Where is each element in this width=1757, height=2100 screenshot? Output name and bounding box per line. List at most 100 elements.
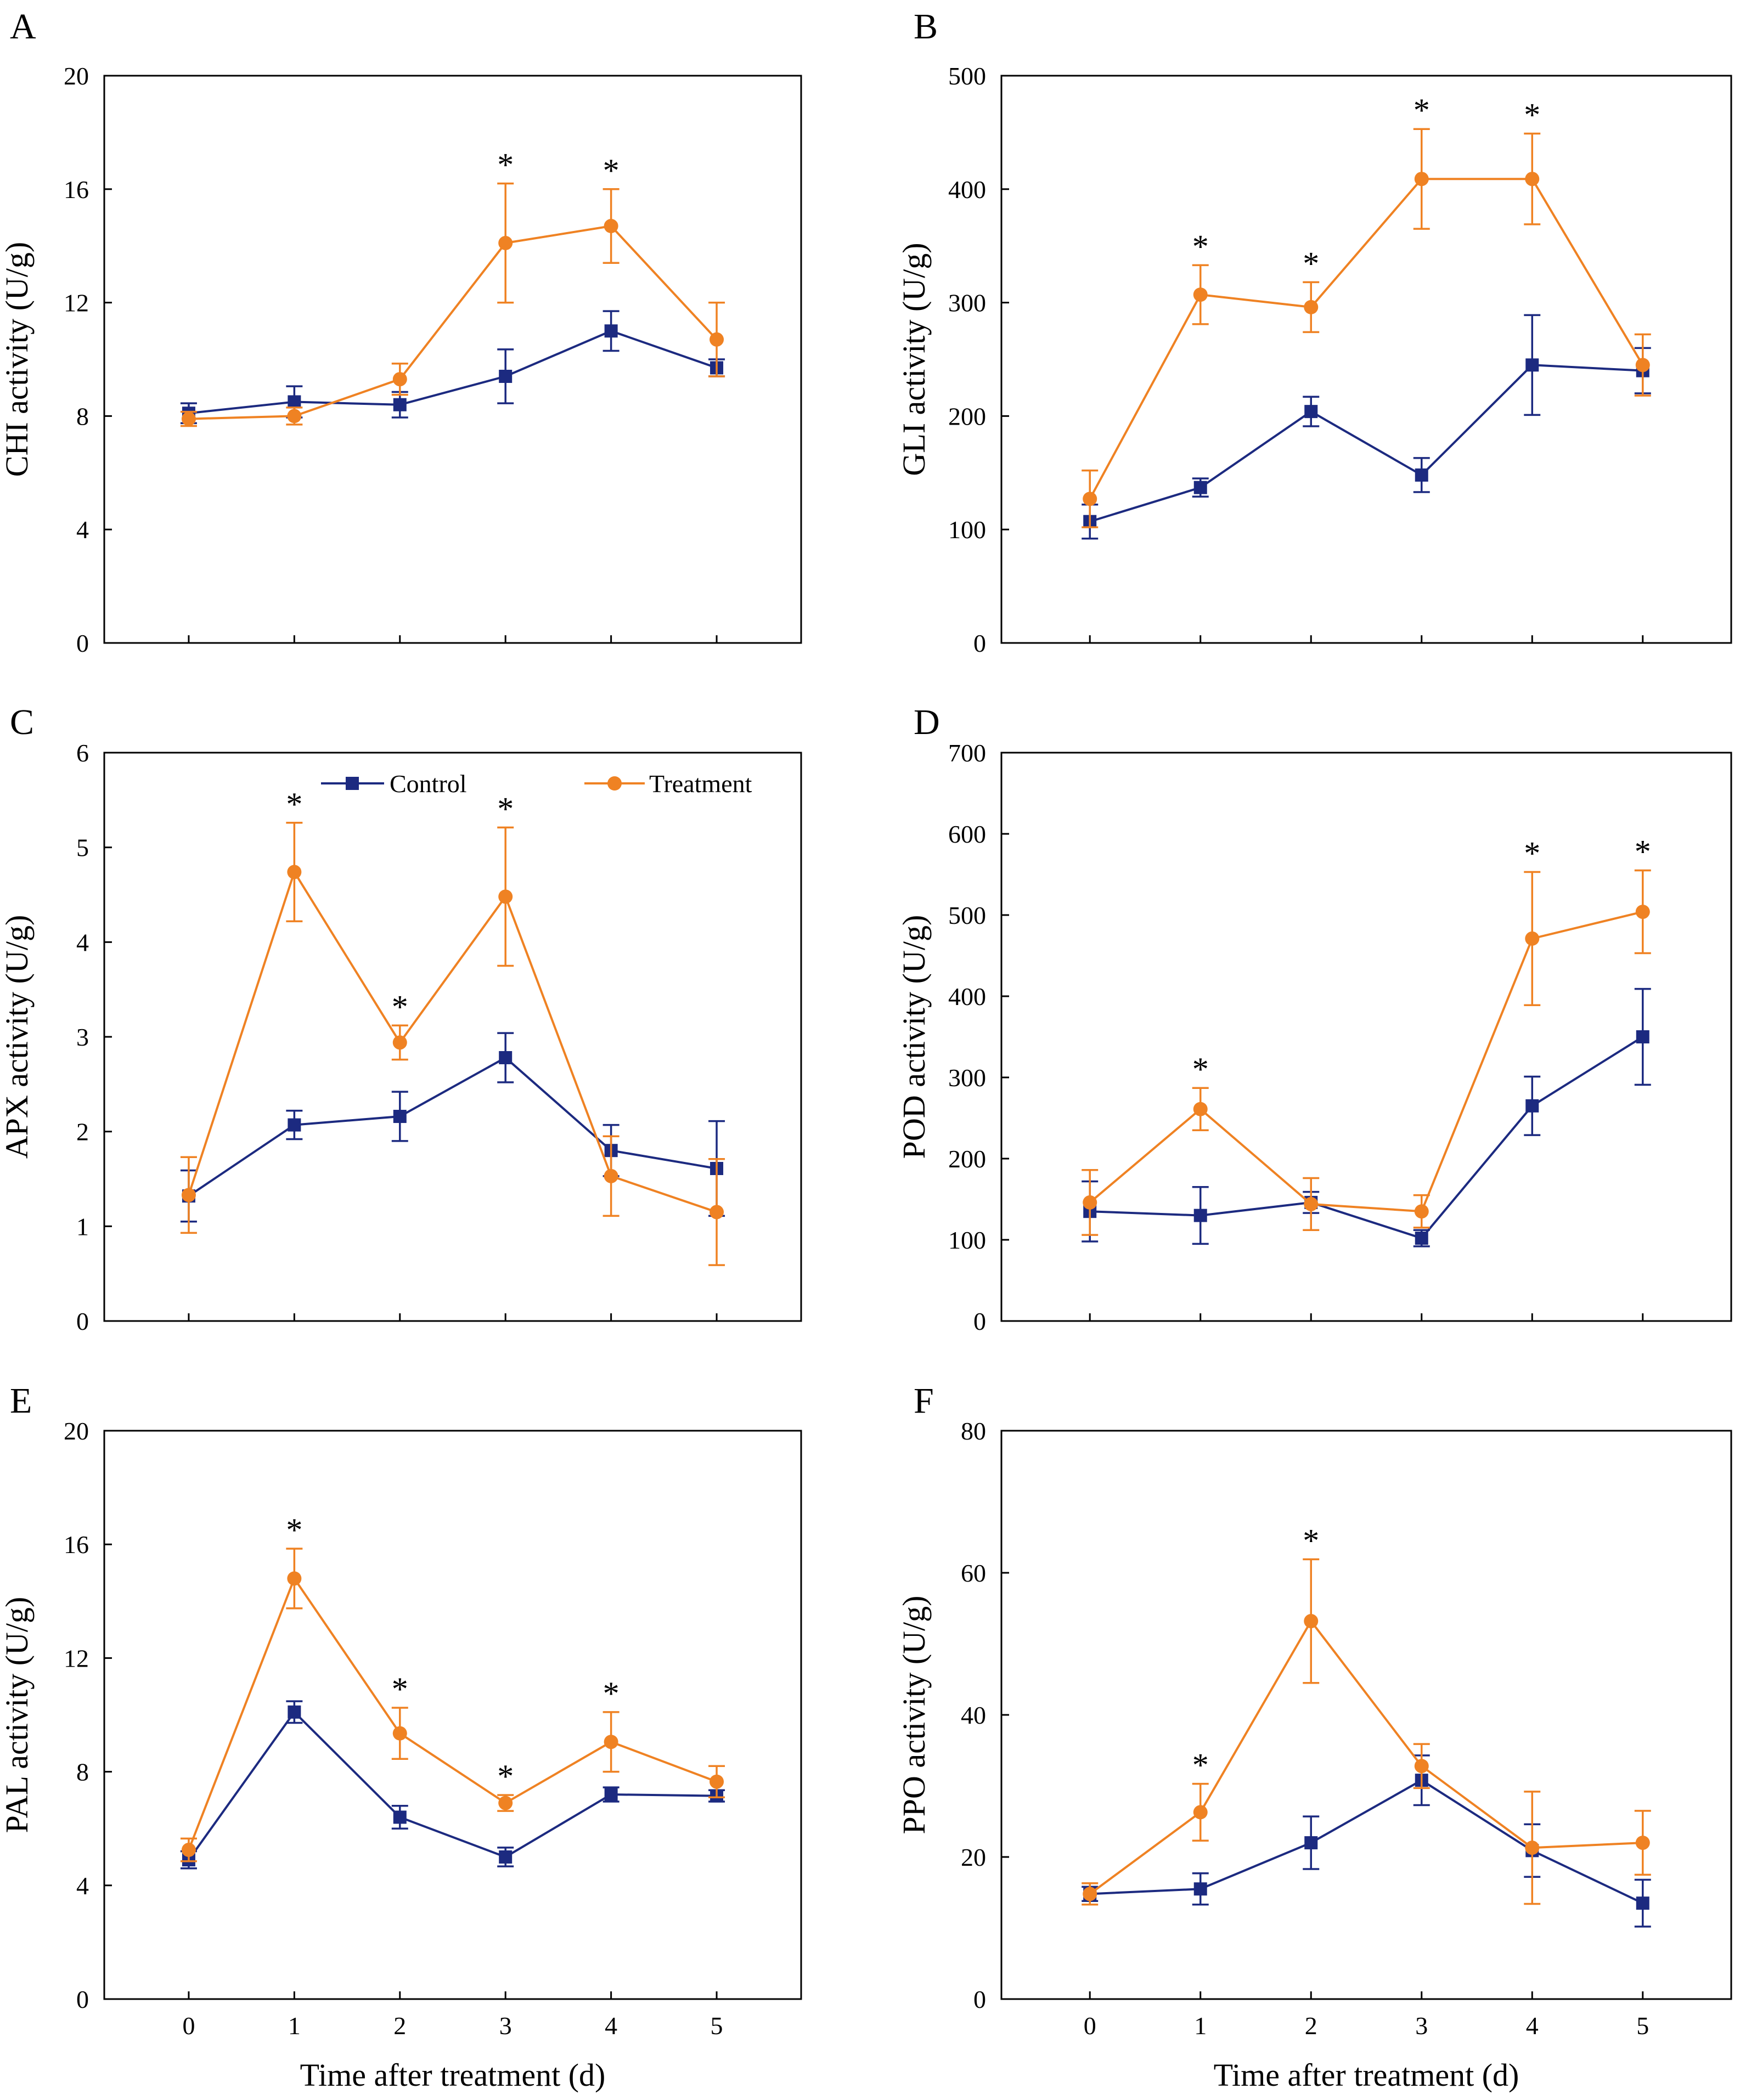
panel-letter: B <box>914 7 938 47</box>
panel-letter: F <box>914 1381 934 1421</box>
data-point <box>288 1118 301 1132</box>
x-tick-label: 5 <box>711 2012 723 2040</box>
series-treatment <box>180 822 725 1266</box>
panel-letter: E <box>10 1381 32 1421</box>
data-point <box>1525 1841 1540 1855</box>
legend-marker-treatment <box>607 776 622 791</box>
significance-star: * <box>1414 92 1430 128</box>
y-tick-label: 20 <box>64 1417 89 1445</box>
x-axis-title: Time after treatment (d) <box>300 2057 606 2093</box>
y-tick-label: 0 <box>973 1985 986 2013</box>
y-tick-label: 20 <box>961 1843 986 1871</box>
plot-frame <box>1000 75 1732 644</box>
data-point <box>604 219 618 234</box>
panel-c: C 0 1 2 3 4 5 6 APX activity (U/g) * * * Control Trea… <box>0 702 802 1335</box>
series-treatment <box>180 1548 725 1862</box>
series-line <box>188 1710 717 1861</box>
plot-frame <box>103 1430 802 2000</box>
y-tick-label: 0 <box>76 1307 89 1335</box>
significance-star: * <box>1192 228 1209 264</box>
x-tick-label: 4 <box>1526 2012 1539 2040</box>
x-tick-label: 3 <box>499 2012 512 2040</box>
y-tick-label: 40 <box>961 1701 986 1729</box>
y-axis-title: GLI activity (U/g) <box>896 242 932 476</box>
data-point <box>288 1705 301 1719</box>
data-point <box>288 395 301 409</box>
x-tick-label: 2 <box>393 2012 406 2040</box>
y-tick-label: 500 <box>948 62 986 90</box>
y-tick-label: 16 <box>64 1531 89 1559</box>
plot-frame <box>1000 1430 1732 2000</box>
data-point <box>1636 1030 1649 1043</box>
data-point <box>709 1205 724 1220</box>
x-tick-label: 3 <box>1415 2012 1428 2040</box>
y-tick-label: 6 <box>76 739 89 767</box>
data-point <box>1635 905 1650 919</box>
series-line <box>188 869 717 1213</box>
data-point <box>1414 1204 1429 1219</box>
x-tick-label: 1 <box>1194 2012 1207 2040</box>
y-tick-label: 200 <box>948 402 986 430</box>
series-line <box>1089 364 1643 523</box>
significance-star: * <box>1524 97 1540 133</box>
plot-frame <box>103 752 802 1322</box>
significance-star: * <box>286 786 302 822</box>
series-line <box>188 1576 717 1850</box>
data-point <box>499 1051 513 1064</box>
data-point <box>1415 468 1428 482</box>
y-axis-title: CHI activity (U/g) <box>0 242 35 477</box>
y-tick-label: 0 <box>973 1307 986 1335</box>
y-tick-label: 8 <box>76 402 89 430</box>
panel-letter: A <box>10 7 36 47</box>
data-point <box>393 1110 407 1124</box>
data-point <box>1304 300 1319 314</box>
data-point <box>709 1774 724 1789</box>
data-point <box>392 1035 407 1050</box>
y-axis-title: PAL activity (U/g) <box>0 1597 35 1833</box>
data-point <box>498 1796 513 1810</box>
legend-label-treatment: Treatment <box>649 770 752 798</box>
significance-star: * <box>392 989 408 1025</box>
significance-star: * <box>603 153 620 189</box>
x-tick-label: 4 <box>605 2012 617 2040</box>
y-tick-label: 2 <box>76 1118 89 1146</box>
y-tick-label: 8 <box>76 1758 89 1786</box>
data-point <box>604 1735 618 1749</box>
series-control <box>180 1700 725 1870</box>
plot-frame <box>1000 752 1732 1322</box>
data-point <box>1193 287 1208 302</box>
y-tick-label: 400 <box>948 176 986 204</box>
data-point <box>1525 358 1539 372</box>
y-tick-label: 100 <box>948 1226 986 1254</box>
significance-star: * <box>497 1758 514 1794</box>
y-tick-label: 20 <box>64 62 89 90</box>
series-line <box>1090 1036 1643 1240</box>
data-point <box>1304 405 1318 419</box>
y-axis-title: PPO activity (U/g) <box>896 1596 932 1834</box>
data-point <box>1415 1232 1428 1245</box>
data-point <box>1193 1209 1207 1222</box>
y-tick-label: 80 <box>961 1417 986 1445</box>
data-point <box>287 1571 302 1586</box>
series-line <box>1089 1619 1643 1895</box>
data-point <box>1193 1805 1208 1820</box>
series-treatment <box>1082 128 1651 528</box>
data-point <box>1414 1759 1429 1774</box>
y-tick-label: 1 <box>76 1212 89 1240</box>
x-tick-label: 1 <box>288 2012 301 2040</box>
significance-star: * <box>497 146 514 183</box>
significance-star: * <box>392 1671 408 1707</box>
data-point <box>709 332 724 347</box>
data-point <box>392 1726 407 1741</box>
y-tick-label: 300 <box>948 289 986 317</box>
x-tick-label: 0 <box>1084 2012 1096 2040</box>
y-tick-label: 5 <box>76 834 89 862</box>
data-point <box>393 398 407 411</box>
data-point <box>1525 1099 1539 1113</box>
data-point <box>1304 1836 1318 1850</box>
data-point <box>1083 1887 1097 1901</box>
significance-star: * <box>1192 1051 1209 1087</box>
data-point <box>392 372 407 387</box>
data-point <box>287 865 302 879</box>
